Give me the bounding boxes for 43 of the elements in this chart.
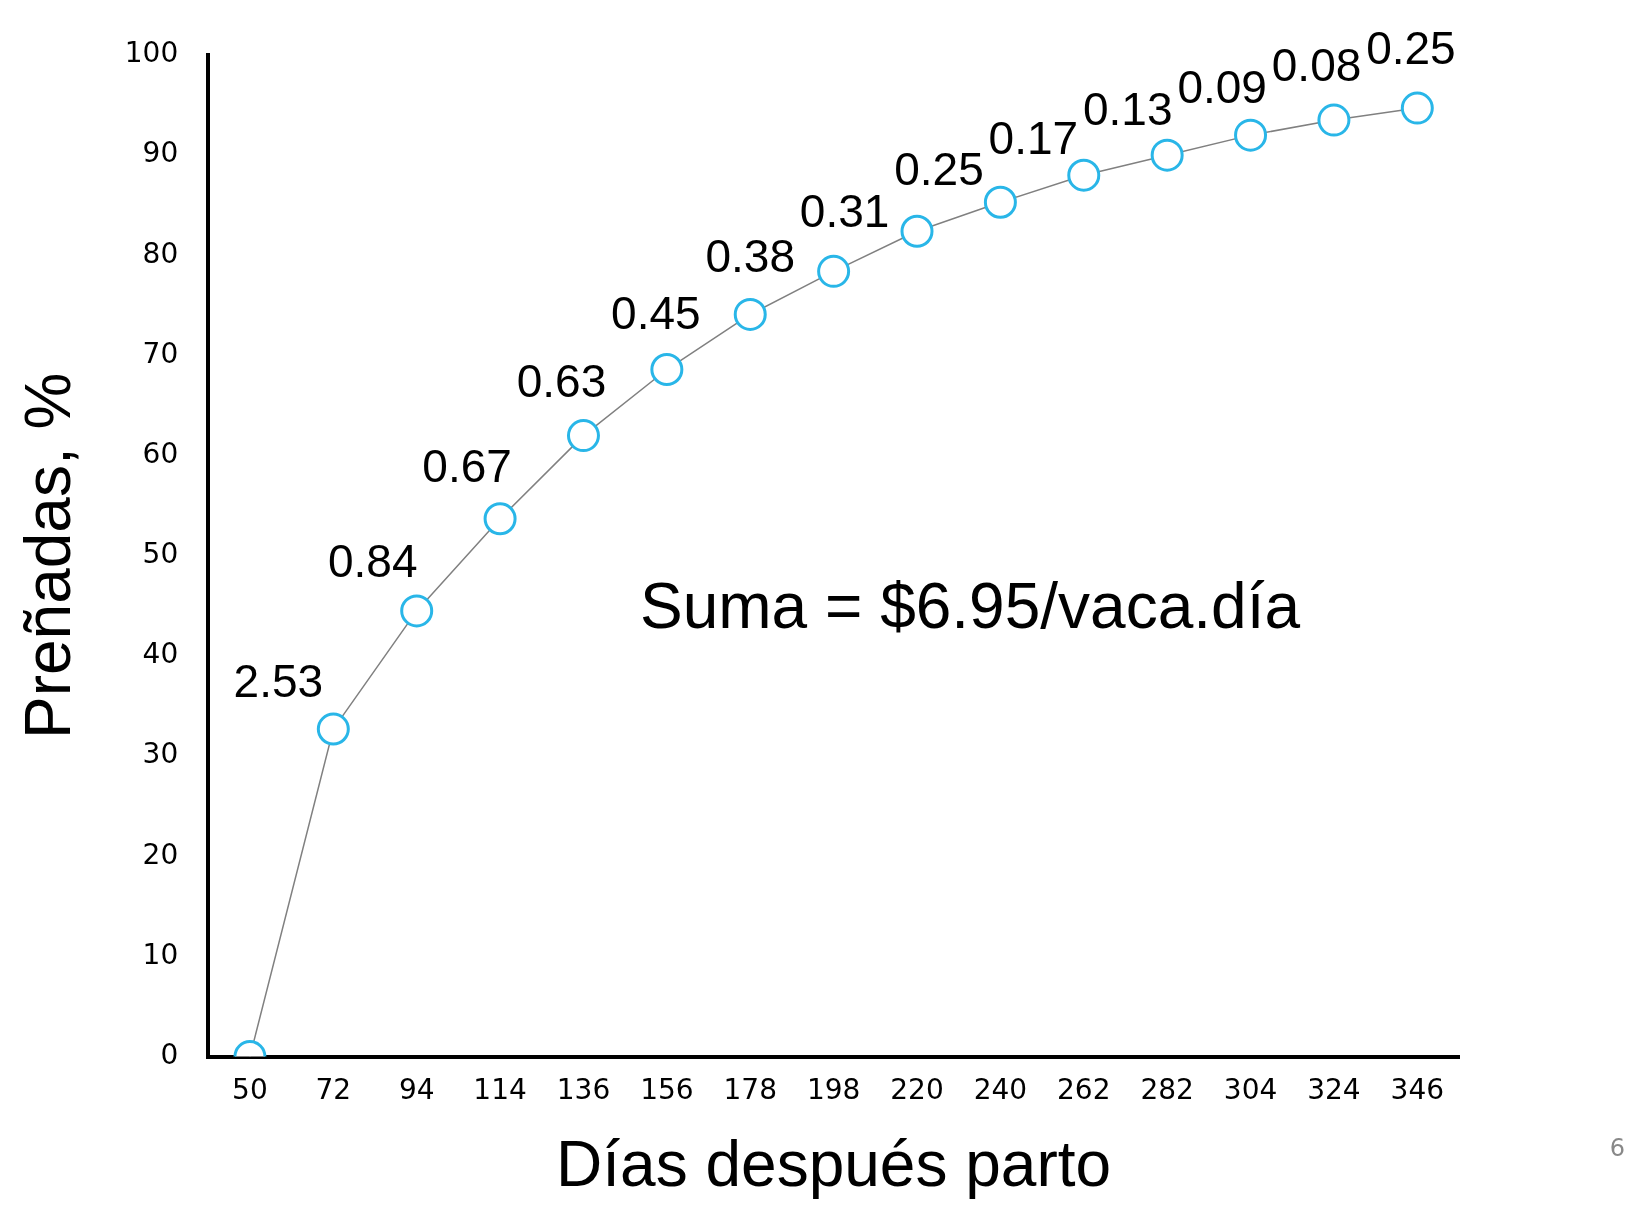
annotation: 0.17 bbox=[988, 111, 1079, 164]
x-tick-label: 346 bbox=[1390, 1072, 1445, 1106]
annotation: 0.08 bbox=[1271, 38, 1362, 91]
y-tick-label: 0 bbox=[160, 1037, 179, 1071]
y-tick-label: 50 bbox=[142, 537, 179, 571]
x-tick-label: 262 bbox=[1057, 1072, 1111, 1106]
x-tick-label: 282 bbox=[1140, 1072, 1194, 1106]
annotation: 0.31 bbox=[799, 185, 890, 238]
annotation: 0.84 bbox=[327, 534, 418, 587]
y-tick-label: 90 bbox=[142, 136, 179, 170]
annotation: 0.25 bbox=[894, 142, 984, 195]
annotation: 0.25 bbox=[1366, 21, 1456, 74]
annotation: 0.09 bbox=[1177, 60, 1267, 113]
annotation: 0.38 bbox=[705, 230, 795, 283]
x-tick-label: 136 bbox=[556, 1072, 611, 1106]
x-tick-label: 304 bbox=[1223, 1072, 1278, 1106]
x-axis-title: Días después parto bbox=[556, 1128, 1112, 1201]
annotation: 0.67 bbox=[422, 440, 512, 493]
annotation: 0.13 bbox=[1083, 82, 1173, 135]
text: 6 bbox=[1609, 1134, 1625, 1163]
y-tick-label: 30 bbox=[142, 737, 179, 771]
x-tick-label: 94 bbox=[398, 1072, 435, 1106]
y-tick-label: 10 bbox=[142, 937, 179, 971]
x-tick-label: 220 bbox=[890, 1072, 944, 1106]
x-tick-label: 156 bbox=[640, 1072, 694, 1106]
y-tick-label: 20 bbox=[142, 837, 179, 871]
x-tick-label: 114 bbox=[473, 1072, 527, 1106]
y-axis-title: Preñadas, % bbox=[12, 372, 85, 740]
y-tick-label: 80 bbox=[142, 236, 179, 270]
x-tick-label: 324 bbox=[1307, 1072, 1361, 1106]
x-tick-label: 72 bbox=[315, 1072, 352, 1106]
y-tick-label: 40 bbox=[142, 637, 179, 671]
x-tick-label: 50 bbox=[232, 1072, 268, 1106]
annotation: 0.45 bbox=[611, 287, 701, 340]
x-tick-label: 178 bbox=[723, 1072, 777, 1106]
annotation: 0.63 bbox=[516, 355, 607, 408]
x-tick-label: 198 bbox=[806, 1072, 861, 1106]
y-tick-label: 70 bbox=[142, 336, 179, 370]
annotation: 2.53 bbox=[233, 654, 324, 707]
y-tick-label: 100 bbox=[124, 36, 179, 70]
y-tick-label: 60 bbox=[142, 436, 179, 470]
annotation: Suma = $6.95/vaca.día bbox=[640, 569, 1301, 642]
x-tick-label: 240 bbox=[973, 1072, 1028, 1106]
